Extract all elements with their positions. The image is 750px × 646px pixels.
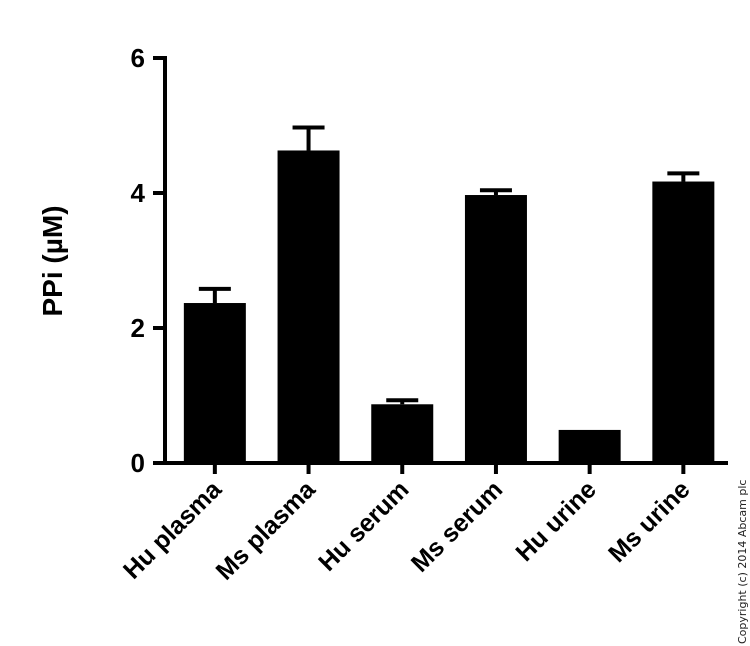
x-tick-label: Ms urine	[603, 475, 696, 568]
copyright-notice: Copyright (c) 2014 Abcam plc	[736, 480, 749, 644]
x-tick-label: Ms plasma	[211, 475, 322, 586]
error-bars-group	[198, 125, 700, 405]
bar	[558, 429, 621, 463]
x-tick-label: Ms serum	[406, 475, 508, 577]
y-axis-label: PPi (µM)	[37, 205, 68, 316]
x-tick-label: Hu plasma	[118, 475, 228, 585]
y-tick-label: 6	[131, 43, 145, 73]
x-tick-label: Hu urine	[510, 475, 602, 567]
bar	[183, 303, 246, 463]
y-ticks-group: 0 2 4 6	[131, 43, 165, 478]
x-tick-label: Hu serum	[313, 475, 414, 576]
y-tick-label: 2	[131, 313, 145, 343]
axes-group	[163, 56, 728, 465]
y-tick-label: 4	[131, 178, 146, 208]
bar	[464, 195, 527, 463]
bar	[277, 150, 340, 463]
y-tick-label: 0	[131, 448, 145, 478]
bar	[652, 181, 715, 463]
bars-group	[183, 150, 715, 463]
bar	[371, 404, 434, 463]
